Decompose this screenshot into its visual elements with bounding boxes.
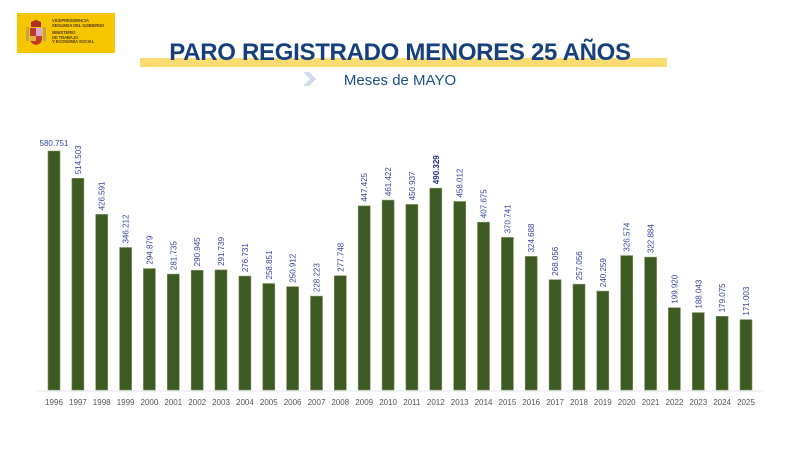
- x-tick-2020: 2020: [618, 398, 636, 407]
- data-label-2006: 250.912: [289, 253, 298, 282]
- bar-2015: [501, 237, 514, 391]
- bar-2025: [739, 319, 753, 391]
- x-tick-1997: 1997: [69, 398, 87, 407]
- x-tick-2000: 2000: [141, 398, 159, 407]
- chevron-right-icon: [303, 72, 316, 86]
- data-label-2003: 291.739: [217, 236, 226, 265]
- x-tick-2022: 2022: [666, 398, 684, 407]
- x-tick-2016: 2016: [522, 398, 540, 407]
- ministry-logo: VICEPRESIDENCIA SEGUNDA DEL GOBIERNO MIN…: [17, 13, 115, 53]
- bar-2002: [190, 269, 204, 391]
- title-highlight-band: [140, 58, 667, 67]
- data-label-2022: 199.920: [670, 274, 679, 303]
- data-label-2008: 277.748: [336, 242, 345, 271]
- bar-2000: [143, 268, 156, 391]
- bar-2024: [715, 315, 729, 391]
- data-label-2004: 276.731: [241, 243, 250, 272]
- bar-2019: [596, 290, 610, 391]
- bar-2017: [548, 279, 562, 391]
- data-label-2009: 447.425: [360, 172, 369, 201]
- x-tick-2010: 2010: [379, 398, 397, 407]
- x-tick-1996: 1996: [45, 398, 63, 407]
- data-label-2023: 188.043: [694, 279, 703, 308]
- x-tick-2006: 2006: [284, 398, 302, 407]
- bar-2008: [333, 275, 347, 391]
- data-label-2021: 322.884: [647, 224, 656, 253]
- data-label-2012: 490.329: [432, 155, 441, 184]
- data-label-2011: 450.937: [408, 171, 417, 200]
- data-label-2018: 257.056: [575, 251, 584, 280]
- bar-2022: [668, 307, 681, 391]
- x-tick-2009: 2009: [355, 398, 373, 407]
- x-tick-2012: 2012: [427, 398, 445, 407]
- data-label-2016: 324.688: [527, 223, 536, 252]
- x-tick-2014: 2014: [475, 398, 493, 407]
- data-label-2005: 258.851: [265, 250, 274, 279]
- coat-of-arms-icon: [26, 19, 46, 45]
- x-tick-2019: 2019: [594, 398, 612, 407]
- bar-2003: [214, 269, 228, 391]
- bar-2018: [572, 283, 586, 391]
- bar-2021: [644, 256, 657, 391]
- bar-2016: [524, 256, 538, 391]
- bar-2005: [262, 283, 276, 391]
- data-label-2025: 171.003: [742, 286, 751, 315]
- data-label-1999: 346.212: [122, 214, 131, 243]
- x-tick-2002: 2002: [188, 398, 206, 407]
- data-label-2017: 268.056: [551, 246, 560, 275]
- bar-2014: [477, 221, 490, 391]
- data-label-2024: 179.075: [718, 283, 727, 312]
- x-tick-2025: 2025: [737, 398, 755, 407]
- bar-2012: [429, 187, 443, 391]
- x-tick-2013: 2013: [451, 398, 469, 407]
- x-tick-2021: 2021: [642, 398, 660, 407]
- data-label-2013: 458.012: [456, 168, 465, 197]
- x-tick-1998: 1998: [93, 398, 111, 407]
- data-label-2002: 290.945: [193, 237, 202, 266]
- x-tick-2017: 2017: [546, 398, 564, 407]
- data-label-2000: 294.879: [145, 235, 154, 264]
- data-label-1996: 580.751: [40, 139, 69, 148]
- bar-1997: [71, 178, 85, 391]
- logo-text-ministerio: MINISTERIO DE TRABAJO Y ECONOMÍA SOCIAL: [52, 30, 95, 45]
- bar-2001: [167, 273, 180, 391]
- x-tick-2018: 2018: [570, 398, 588, 407]
- bar-2023: [691, 312, 705, 391]
- chart-subtitle: Meses de MAYO: [343, 72, 457, 89]
- bar-2006: [286, 286, 299, 391]
- bar-2010: [381, 199, 395, 391]
- x-tick-1999: 1999: [117, 398, 135, 407]
- x-tick-2003: 2003: [212, 398, 230, 407]
- bar-2020: [620, 255, 634, 391]
- data-label-2019: 240.259: [599, 258, 608, 287]
- bar-1998: [95, 214, 108, 391]
- data-label-2015: 370.741: [503, 204, 512, 233]
- x-tick-2023: 2023: [689, 398, 707, 407]
- x-tick-2008: 2008: [331, 398, 349, 407]
- data-label-2014: 407.675: [480, 189, 489, 218]
- data-label-2020: 326.574: [623, 222, 632, 251]
- bar-2004: [238, 275, 252, 391]
- x-tick-2015: 2015: [499, 398, 517, 407]
- data-label-2001: 281.735: [169, 241, 178, 270]
- bar-2013: [453, 201, 467, 391]
- bar-1996: [47, 150, 61, 391]
- data-label-2010: 461.422: [384, 167, 393, 196]
- x-tick-2007: 2007: [308, 398, 326, 407]
- data-label-2007: 228.223: [313, 263, 322, 292]
- bar-2011: [405, 204, 419, 391]
- data-label-1998: 426.591: [98, 181, 107, 210]
- x-tick-2011: 2011: [403, 398, 421, 407]
- x-tick-2005: 2005: [260, 398, 278, 407]
- x-tick-2004: 2004: [236, 398, 254, 407]
- x-tick-2001: 2001: [164, 398, 182, 407]
- logo-text-vicepresidencia: VICEPRESIDENCIA SEGUNDA DEL GOBIERNO: [52, 18, 105, 28]
- chart-title: PARO REGISTRADO MENORES 25 AÑOS: [169, 39, 631, 66]
- bar-2009: [357, 205, 371, 391]
- data-label-1997: 514.503: [74, 145, 83, 174]
- bar-2007: [310, 295, 323, 391]
- bar-1999: [119, 247, 132, 391]
- x-tick-2024: 2024: [713, 398, 731, 407]
